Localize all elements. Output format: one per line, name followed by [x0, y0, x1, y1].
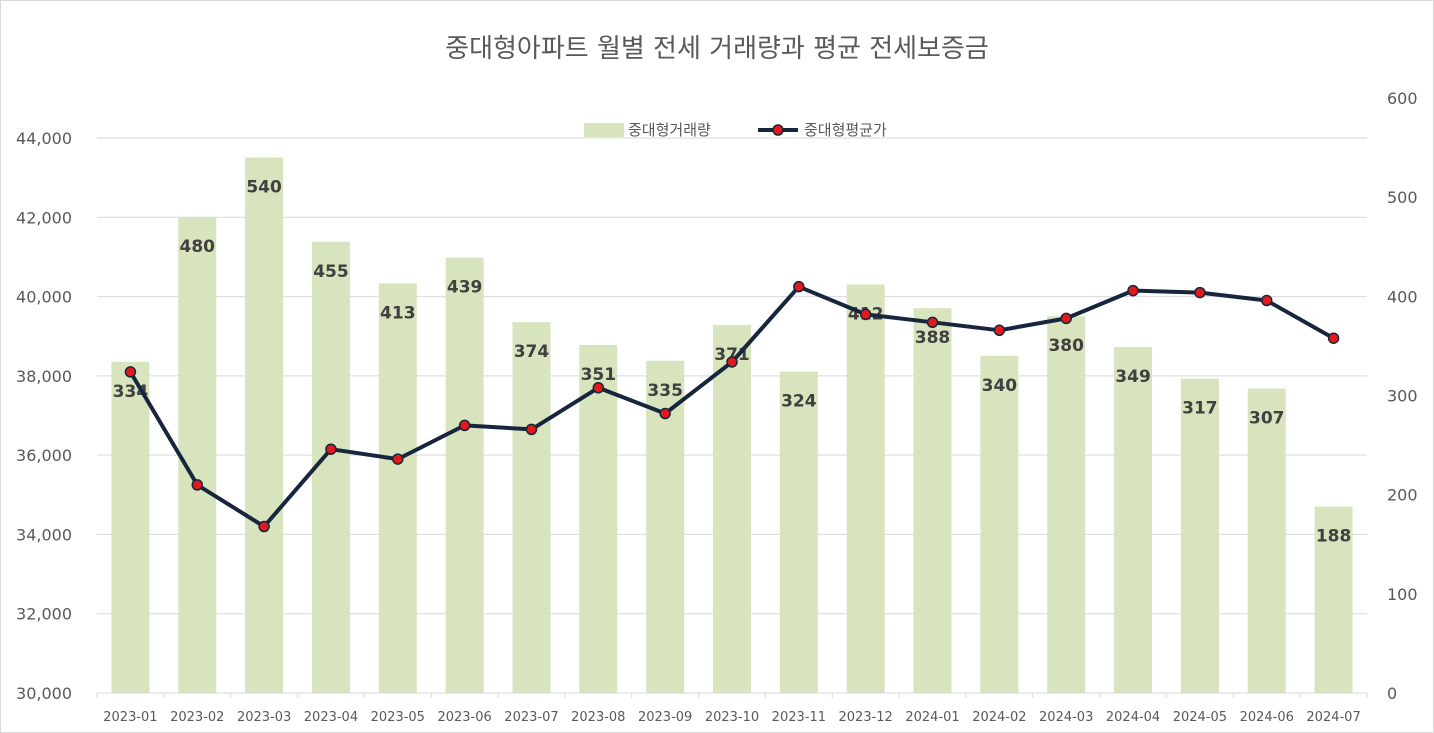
bar [111, 361, 150, 693]
bar-data-label: 188 [1316, 527, 1352, 547]
x-tick-label: 2023-03 [237, 710, 291, 725]
y-left-tick-label: 34,000 [16, 525, 72, 544]
bar [1047, 316, 1086, 693]
bar [846, 284, 885, 693]
bar [178, 217, 217, 693]
bar-data-label: 455 [313, 262, 349, 282]
bar [1247, 388, 1286, 693]
bar-data-label: 388 [915, 328, 951, 348]
bar-data-label: 340 [982, 376, 1018, 396]
bar [913, 308, 952, 693]
price-point [793, 280, 805, 293]
bar [980, 355, 1019, 693]
legend-label-price: 중대형평균가 [804, 121, 887, 139]
chart-title: 중대형아파트 월별 전세 거래량과 평균 전세보증금 [445, 34, 989, 64]
x-tick-label: 2023-09 [638, 710, 692, 725]
line-series [124, 280, 1340, 533]
price-point [1194, 286, 1206, 299]
legend-swatch-volume [584, 123, 624, 137]
price-point [993, 324, 1006, 337]
bar-data-label: 335 [647, 381, 683, 401]
y-right-tick-label: 300 [1387, 387, 1418, 406]
axes: 30,000 32,000 34,000 36,000 38,000 40,000 42,0… [16, 89, 1418, 725]
legend: 중대형거래량 중대형평균가 [584, 121, 887, 139]
y-left-tick-label: 42,000 [16, 208, 72, 227]
y-right-tick-label: 100 [1387, 585, 1418, 604]
y-right-tick-label: 600 [1387, 89, 1418, 108]
bar [1180, 378, 1219, 693]
price-point [1260, 294, 1273, 307]
x-tick-label: 2023-12 [839, 710, 893, 725]
price-point [1327, 332, 1340, 344]
bar-data-label: 439 [447, 278, 483, 298]
bar-data-label: 374 [514, 342, 550, 362]
price-point [124, 366, 137, 378]
bar-data-label: 413 [380, 303, 416, 323]
bar [245, 157, 284, 693]
bar-data-label: 349 [1115, 367, 1151, 387]
bar [311, 241, 350, 693]
price-point [392, 453, 404, 465]
bar [579, 344, 618, 693]
x-tick-label: 2023-06 [437, 710, 491, 725]
x-tick-label: 2023-10 [705, 710, 759, 725]
y-left-tick-label: 44,000 [16, 129, 72, 148]
legend-label-volume: 중대형거래량 [628, 121, 711, 139]
bar [1114, 346, 1153, 693]
bar-data-label: 380 [1048, 336, 1084, 356]
x-tick-label: 2023-07 [504, 710, 558, 725]
bar-data-label: 480 [180, 237, 216, 257]
bar [512, 322, 551, 693]
price-point [191, 479, 204, 491]
y-left-tick-label: 30,000 [16, 684, 72, 703]
bar [713, 325, 751, 693]
price-point [592, 382, 605, 394]
legend-marker-price [772, 124, 784, 136]
bar-series [111, 157, 1353, 693]
price-point [859, 308, 872, 321]
price-point [1127, 284, 1139, 297]
x-tick-label: 2024-05 [1173, 710, 1227, 725]
bar-data-label: 351 [581, 365, 617, 385]
x-tick-label: 2024-02 [972, 710, 1026, 725]
price-point [726, 356, 738, 368]
x-tick-label: 2023-05 [371, 710, 425, 725]
price-point [926, 316, 939, 329]
price-point [458, 419, 471, 432]
y-left-tick-label: 38,000 [16, 367, 72, 386]
price-point [1060, 312, 1072, 325]
y-left-tick-label: 36,000 [16, 446, 72, 465]
x-tick-label: 2023-08 [571, 710, 625, 725]
bar-data-label: 307 [1249, 409, 1285, 429]
price-point [659, 407, 671, 420]
bar [378, 283, 417, 693]
price-point [325, 443, 337, 455]
x-tick-label: 2024-06 [1240, 710, 1294, 725]
x-tick-label: 2024-04 [1106, 710, 1160, 725]
bar [1314, 506, 1353, 693]
bar-data-label: 540 [246, 178, 282, 198]
x-tick-label: 2024-07 [1306, 710, 1360, 725]
bar [445, 257, 484, 693]
x-tick-label: 2023-11 [772, 710, 826, 725]
y-left-tick-label: 40,000 [16, 288, 72, 307]
x-tick-label: 2023-02 [170, 710, 224, 725]
y-right-tick-label: 500 [1387, 188, 1418, 207]
x-tick-label: 2024-01 [905, 710, 959, 725]
y-left-tick-label: 32,000 [16, 605, 72, 624]
bar [779, 371, 818, 693]
y-right-tick-label: 400 [1387, 287, 1418, 306]
x-tick-label: 2023-04 [304, 710, 358, 725]
x-tick-label: 2024-03 [1039, 710, 1093, 725]
price-point [258, 520, 270, 533]
y-right-tick-label: 200 [1387, 486, 1418, 505]
y-right-tick-label: 0 [1387, 684, 1397, 703]
bar-data-label: 317 [1182, 399, 1218, 419]
price-point [525, 423, 538, 436]
x-tick-label: 2023-01 [103, 710, 157, 725]
bar-data-label: 324 [781, 392, 817, 412]
